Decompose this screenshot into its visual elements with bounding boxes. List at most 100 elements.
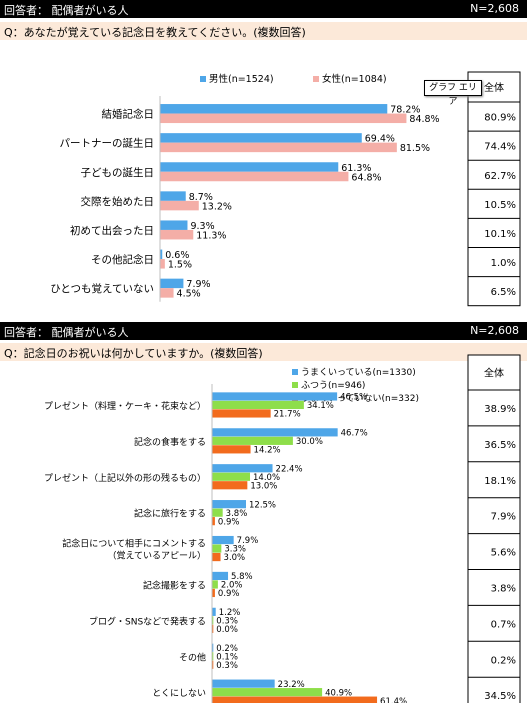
chart2-data-label: 3.8% [226, 509, 248, 519]
chart2-data-label: 30.0% [296, 437, 323, 447]
chart2-total-header: 全体 [484, 367, 504, 380]
chart2-data-label: 0.3% [216, 661, 238, 671]
chart1-data-label: 81.5% [400, 143, 430, 154]
chart1-bar [160, 104, 388, 114]
chart2-data-label: 0.9% [218, 589, 240, 599]
chart1-bar [160, 133, 362, 143]
chart1-bar [160, 249, 163, 260]
chart1-data-label: 78.2% [390, 105, 420, 116]
chart1-bar [160, 288, 174, 298]
chart1-data-label: 4.5% [177, 289, 201, 300]
chart1-total-value: 10.1% [484, 229, 516, 240]
chart2-bar [212, 472, 251, 481]
chart2-bar [212, 652, 214, 661]
chart2-category-label: （覚えているアピール） [107, 550, 206, 562]
panel2-sample-size: N=2,608 [470, 324, 519, 337]
chart2-category-label: その他 [179, 651, 206, 663]
chart1-legend-swatch [200, 76, 206, 82]
chart1-data-label: 69.4% [365, 134, 395, 145]
chart2-bar [212, 400, 304, 410]
chart2-legend-label: うまくいっている(n=1330) [301, 367, 416, 378]
chart1-data-label: 61.3% [341, 163, 371, 174]
chart2-data-label: 14.0% [253, 473, 280, 483]
panel1-question: Q：あなたが覚えている記念日を教えてください。(複数回答) [0, 22, 527, 40]
chart1-legend-swatch [313, 76, 319, 82]
chart2-legend-swatch [292, 382, 298, 388]
chart2-bar [212, 571, 229, 581]
chart2-bar [212, 624, 214, 633]
chart2-bar [212, 481, 248, 490]
chart-area-tooltip: グラフ エリア [424, 80, 482, 107]
chart1-category-label: パートナーの誕生日 [60, 137, 155, 150]
chart2-bar [212, 445, 251, 454]
chart2-data-label: 12.5% [249, 500, 276, 510]
chart1-bar [160, 229, 194, 240]
chart2-bar [212, 688, 323, 697]
chart2-total-value: 36.5% [484, 440, 516, 451]
chart2-total-value: 38.9% [484, 404, 516, 415]
panel1-header: 回答者： 配偶者がいる人 N=2,608 [0, 0, 527, 18]
chart2-legend-swatch [292, 369, 298, 375]
chart1-bar [160, 200, 199, 211]
chart2-category-label: プレゼント（料理・ケーキ・花束など） [44, 400, 206, 412]
chart1-bar [160, 171, 349, 182]
chart1-bar [160, 259, 165, 269]
chart2-data-label: 61.4% [380, 697, 407, 703]
chart2-category-label: 記念の食事をする [134, 436, 206, 448]
chart2-bar [212, 580, 218, 589]
chart1-legend-label: 女性(n=1084) [322, 73, 387, 85]
chart2-bar [212, 607, 216, 616]
chart1-bar [160, 191, 186, 201]
panel1-question-text: Q：あなたが覚えている記念日を教えてください。(複数回答) [4, 26, 306, 39]
chart1-category-label: 結婚記念日 [102, 108, 155, 121]
chart1-data-label: 0.6% [165, 250, 189, 261]
chart1-total-header: 全体 [484, 81, 504, 94]
chart2-data-label: 22.4% [276, 464, 303, 474]
chart2-data-label: 23.2% [278, 680, 305, 690]
chart1-bar [160, 220, 188, 230]
chart1-data-label: 9.3% [190, 221, 214, 232]
chart2-total-value: 0.2% [491, 655, 516, 666]
chart1-data-label: 8.7% [189, 192, 213, 203]
chart2-bar [212, 517, 215, 526]
chart2-category-label: ブログ・SNSなどで発表する [89, 615, 206, 627]
chart1-total-value: 1.0% [491, 258, 516, 269]
chart1-category-label: 子どもの誕生日 [81, 166, 155, 179]
chart2-legend-label: うまくいっていない(n=332) [301, 393, 419, 404]
chart1-data-label: 64.8% [351, 172, 381, 183]
chart2-bar [212, 436, 293, 445]
chart2-bar [212, 643, 214, 652]
chart2-bar [212, 508, 223, 517]
chart1-data-label: 13.2% [202, 201, 232, 212]
chart2-category-label: 記念日について相手にコメントする [62, 538, 206, 550]
chart2-total-table [467, 354, 521, 703]
chart1-data-label: 7.9% [186, 279, 210, 290]
chart1-bar [160, 113, 407, 124]
chart2-bar [212, 464, 273, 473]
chart2-category-label: 記念に旅行をする [134, 508, 206, 520]
chart1-total-value: 80.9% [484, 113, 516, 124]
chart2-data-label: 46.5% [340, 393, 367, 403]
chart2-bar [212, 679, 275, 688]
panel1-respondent: 回答者： 配偶者がいる人 [4, 4, 129, 17]
chart2-total-value: 0.7% [491, 619, 516, 630]
chart2-data-label: 2.0% [221, 581, 243, 591]
chart1-legend-label: 男性(n=1524) [209, 73, 274, 85]
chart2-bar [212, 535, 234, 545]
chart1-category-label: 交際を始めた日 [81, 195, 155, 208]
chart2-data-label: 40.9% [325, 688, 352, 698]
panel2-header: 回答者： 配偶者がいる人 N=2,608 [0, 322, 527, 340]
chart2-data-label: 5.8% [231, 572, 253, 582]
chart2-bar [212, 552, 221, 562]
panel2-question-text: Q：記念日のお祝いは何かしていますか。(複数回答) [4, 347, 263, 360]
chart2-data-label: 7.9% [237, 536, 259, 546]
chart2-data-label: 0.0% [216, 625, 238, 635]
chart2-category-label: プレゼント（上記以外の形の残るもの） [44, 472, 206, 484]
chart2-data-label: 21.7% [274, 410, 301, 420]
chart2-data-label: 0.9% [218, 517, 240, 527]
chart2-bar [212, 660, 214, 669]
chart1-data-label: 11.3% [196, 230, 226, 241]
panel2-question: Q：記念日のお祝いは何かしていますか。(複数回答) [0, 343, 527, 361]
chart2-total-value: 7.9% [491, 512, 516, 523]
